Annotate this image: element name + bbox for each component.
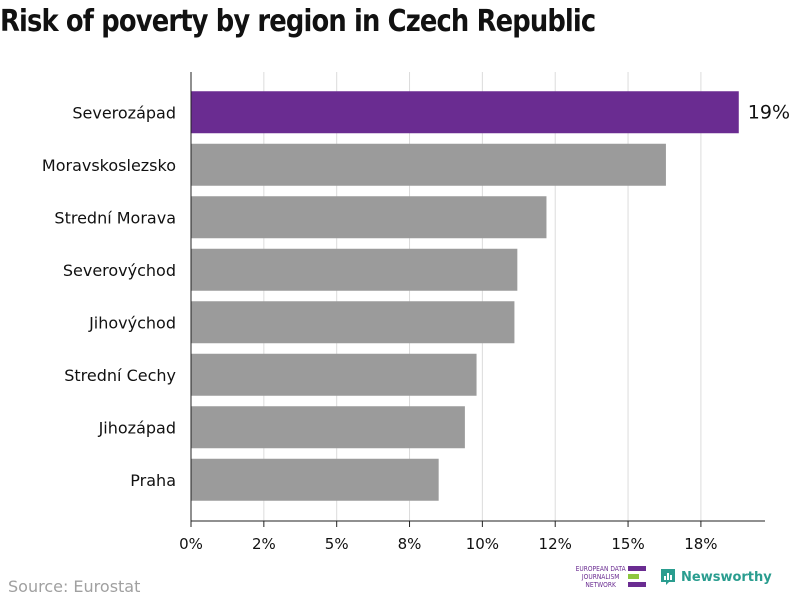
bar-moravskoslezsko xyxy=(191,143,666,186)
x-tick-label: 15% xyxy=(611,535,644,553)
category-label: Jihozápad xyxy=(98,418,176,437)
ejn-logo-bar-middle xyxy=(628,574,639,579)
bar-severov-chod xyxy=(191,248,518,291)
category-label: Praha xyxy=(130,471,176,490)
ejn-logo-bar-top xyxy=(628,566,646,571)
x-tick-label: 0% xyxy=(179,535,203,553)
value-label: 19% xyxy=(748,101,790,123)
chart-title: Risk of poverty by region in Czech Repub… xyxy=(0,4,596,39)
category-label: Severovýchod xyxy=(63,261,176,280)
bar-stredn-cechy xyxy=(191,353,477,396)
x-tick-label: 18% xyxy=(684,535,717,553)
ejn-logo-text: EUROPEAN DATA JOURNALISM NETWORK xyxy=(575,565,626,589)
x-tick-label: 12% xyxy=(539,535,572,553)
category-label: Jihovýchod xyxy=(88,313,176,332)
x-axis: 0% 2% 5% 8% 10% 12% 15% 18% xyxy=(179,72,765,553)
x-tick-label: 5% xyxy=(325,535,349,553)
x-tick-label: 2% xyxy=(252,535,276,553)
bar-jihov-chod xyxy=(191,301,515,344)
bar-jihoz-pad xyxy=(191,406,465,449)
x-tick-label: 10% xyxy=(466,535,499,553)
newsworthy-label: Newsworthy xyxy=(681,569,772,585)
category-label: Strední Cechy xyxy=(64,366,176,385)
grid-lines xyxy=(263,72,702,521)
category-label: Moravskoslezsko xyxy=(42,156,176,175)
category-labels: Severozápad Moravskoslezsko Strední Morava… xyxy=(42,103,176,490)
source-note: Source: Eurostat xyxy=(8,577,141,596)
category-label: Severozápad xyxy=(72,103,176,122)
ejn-logo-bar-bottom xyxy=(628,582,646,587)
category-label: Strední Morava xyxy=(54,208,176,227)
bar-praha xyxy=(191,458,439,501)
newsworthy-icon xyxy=(661,569,675,585)
bar-severoz-pad xyxy=(191,91,739,134)
bars xyxy=(191,91,739,501)
ejn-logo: EUROPEAN DATA JOURNALISM NETWORK xyxy=(563,565,649,589)
bar-stredn-morava xyxy=(191,196,547,239)
value-labels: 19% xyxy=(748,101,790,123)
newsworthy-logo: Newsworthy xyxy=(660,566,772,588)
x-tick-label: 8% xyxy=(398,535,422,553)
